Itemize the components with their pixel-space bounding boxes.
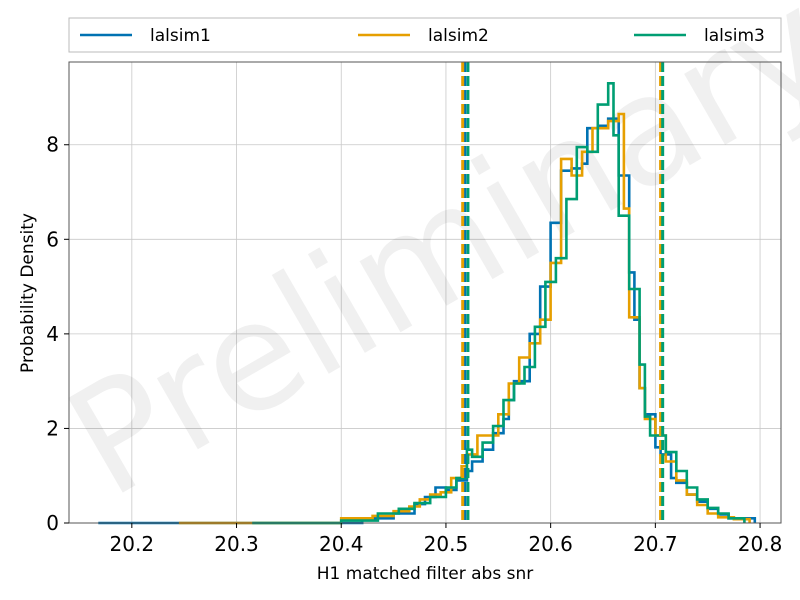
plot-frame bbox=[68, 61, 782, 524]
x-axis: 20.2 20.3 20.4 20.5 20.6 20.7 20.8 bbox=[110, 523, 783, 556]
y-axis-label: Probability Density bbox=[18, 213, 38, 373]
legend-label-lalsim2: lalsim2 bbox=[428, 26, 489, 46]
y-tick-label: 2 bbox=[46, 416, 59, 440]
y-tick-label: 6 bbox=[46, 227, 59, 251]
series-layer bbox=[98, 82, 757, 525]
legend-label-lalsim1: lalsim1 bbox=[150, 26, 211, 46]
histogram-lalsim2 bbox=[178, 112, 751, 525]
x-tick-label: 20.6 bbox=[528, 532, 573, 556]
reference-lines bbox=[461, 62, 665, 523]
legend-entry-lalsim2[interactable]: lalsim2 bbox=[358, 26, 489, 46]
x-tick-label: 20.7 bbox=[633, 532, 678, 556]
x-axis-label: H1 matched filter abs snr bbox=[317, 564, 533, 584]
x-tick-label: 20.5 bbox=[424, 532, 469, 556]
legend-entry-lalsim3[interactable]: lalsim3 bbox=[634, 26, 765, 46]
y-axis: 0 2 4 6 8 bbox=[46, 133, 69, 535]
legend-label-lalsim3: lalsim3 bbox=[704, 26, 765, 46]
legend-entry-lalsim1[interactable]: lalsim1 bbox=[80, 26, 211, 46]
legend: lalsim1 lalsim2 lalsim3 bbox=[68, 17, 782, 53]
x-tick-label: 20.2 bbox=[110, 532, 155, 556]
histogram-lalsim3 bbox=[252, 82, 746, 525]
x-tick-label: 20.3 bbox=[214, 532, 259, 556]
y-tick-label: 0 bbox=[46, 511, 59, 535]
x-tick-label: 20.8 bbox=[738, 532, 783, 556]
y-tick-label: 8 bbox=[46, 133, 59, 157]
y-tick-label: 4 bbox=[46, 322, 59, 346]
x-tick-label: 20.4 bbox=[319, 532, 364, 556]
